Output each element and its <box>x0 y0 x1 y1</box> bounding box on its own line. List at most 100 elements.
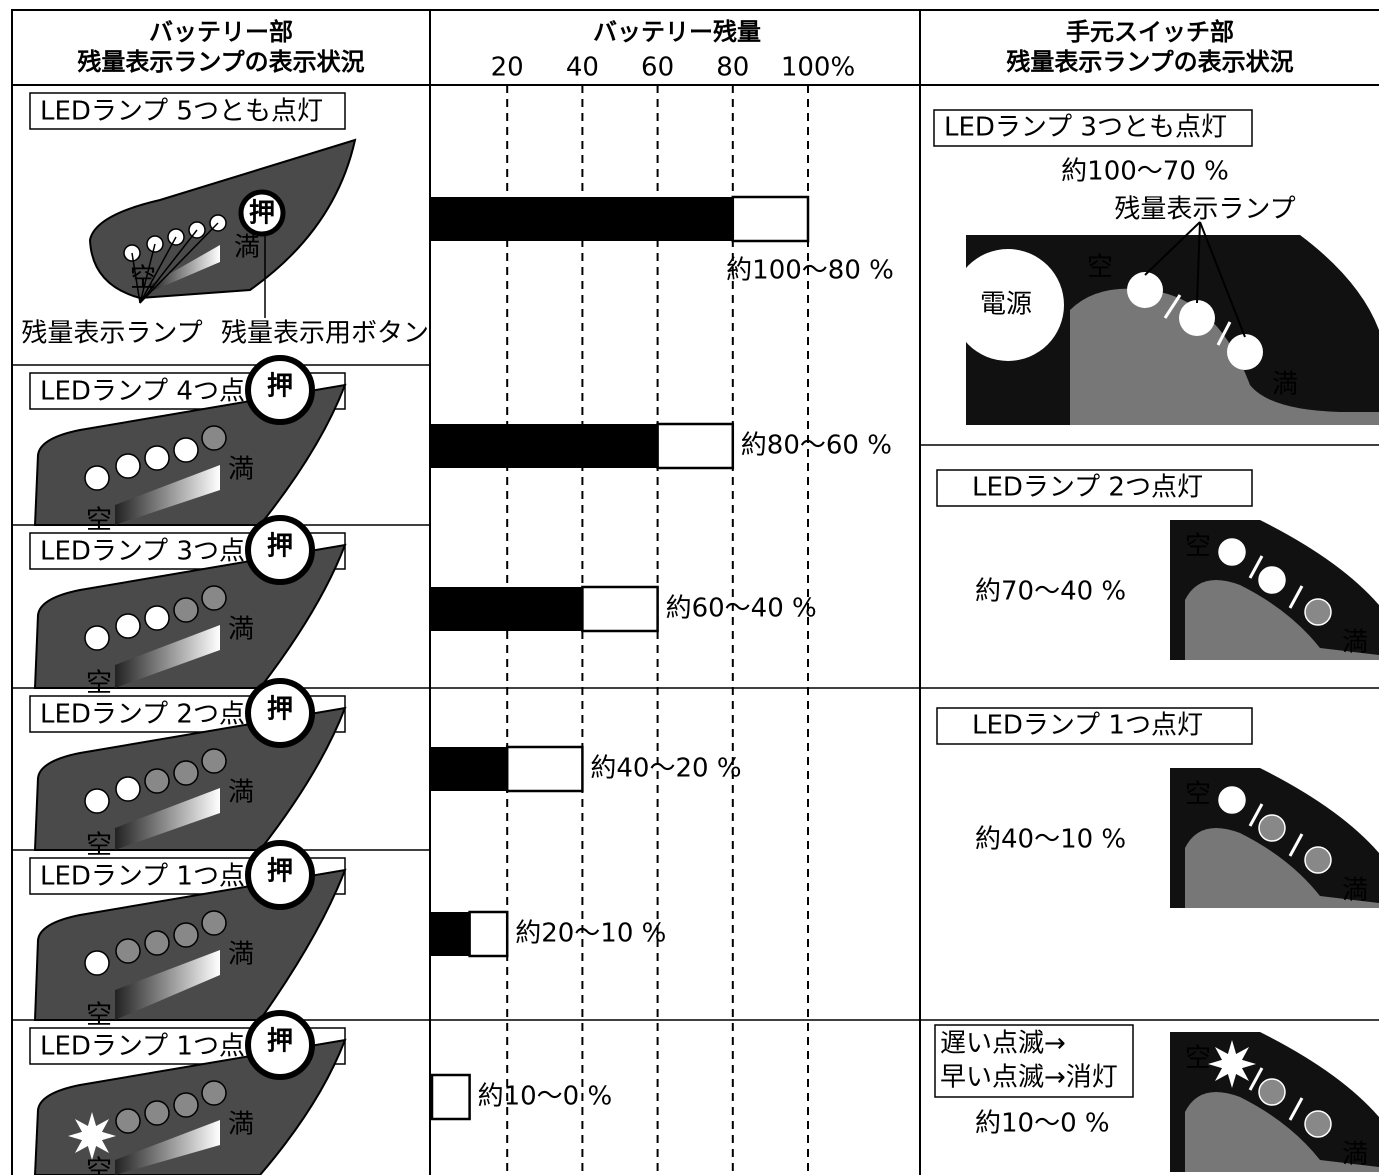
lamp <box>173 760 199 786</box>
range: 約70〜40 % <box>975 577 1126 607</box>
tick-label: 80 <box>716 53 749 83</box>
label-box <box>29 92 346 130</box>
rule <box>1248 803 1264 827</box>
bar-label: 約80〜60 % <box>741 431 892 461</box>
lamp <box>173 437 199 463</box>
lamp <box>1258 814 1286 842</box>
rule <box>1144 221 1201 276</box>
button-label: 押 <box>267 1027 293 1057</box>
blink-lamp <box>68 1112 116 1160</box>
header: 手元スイッチ部 <box>1066 18 1234 46</box>
rule <box>1163 294 1182 319</box>
rule <box>139 236 177 304</box>
header: 残量表示ランプの表示状況 <box>77 48 364 76</box>
bar-range <box>656 422 735 470</box>
lamp <box>115 613 141 639</box>
row-label: LEDランプ 2つ点灯 <box>40 700 271 730</box>
lamp <box>144 930 170 956</box>
full-mark: 満 <box>228 455 254 485</box>
empty-mark: 空 <box>1185 780 1211 810</box>
full-mark: 満 <box>1272 370 1298 400</box>
lamp <box>173 597 199 623</box>
row-label: LEDランプ 1つ点滅 <box>40 1032 271 1062</box>
button <box>245 355 315 425</box>
lamp <box>115 776 141 802</box>
lamp <box>1227 334 1263 370</box>
lamp <box>84 788 110 814</box>
button-label: 押 <box>267 372 293 402</box>
row-label: LEDランプ 4つ点灯 <box>40 377 271 407</box>
blink-lamp <box>1208 1040 1256 1088</box>
empty-mark: 空 <box>86 506 112 536</box>
label-box <box>934 1024 1134 1098</box>
bar-range <box>731 195 810 243</box>
range: 約10〜0 % <box>975 1109 1110 1139</box>
range: 約100〜70 % <box>1061 157 1229 187</box>
gauge <box>115 1120 220 1175</box>
switch-inner <box>1185 828 1379 908</box>
row-label: 遅い点滅→ <box>940 1029 1066 1059</box>
power-label: 電源 <box>980 290 1032 320</box>
full-mark: 満 <box>228 615 254 645</box>
lamp <box>84 950 110 976</box>
rule <box>1288 1097 1304 1121</box>
button-label: 押 <box>267 695 293 725</box>
full-mark: 満 <box>1342 876 1368 906</box>
full-mark: 満 <box>1342 1140 1368 1170</box>
row-label: LEDランプ 5つとも点灯 <box>40 97 323 127</box>
callout: 残量表示用ボタン <box>221 319 429 349</box>
row-label: LEDランプ 3つとも点灯 <box>944 113 1227 143</box>
bar-label: 約10〜0 % <box>478 1082 613 1112</box>
full-mark: 満 <box>228 778 254 808</box>
switch-inner <box>1185 580 1379 660</box>
header: バッテリー残量 <box>593 18 761 46</box>
empty-mark: 空 <box>86 1001 112 1031</box>
button <box>245 678 315 748</box>
full-mark: 満 <box>234 233 260 263</box>
rule <box>1248 555 1264 579</box>
lamp <box>1218 786 1246 814</box>
table-border <box>11 9 1379 1175</box>
tick-label: 100% <box>781 53 855 83</box>
full-mark: 満 <box>228 1110 254 1140</box>
bar-range <box>581 585 659 633</box>
row-label: LEDランプ 1つ点灯 <box>40 862 271 892</box>
gauge <box>115 950 220 1020</box>
lamp <box>1258 566 1286 594</box>
rule <box>139 243 156 304</box>
gauge <box>115 465 220 525</box>
bar-filled <box>430 587 583 631</box>
lamp <box>144 445 170 471</box>
row-label: LEDランプ 1つ点灯 <box>972 711 1203 741</box>
empty-mark: 空 <box>86 669 112 699</box>
button <box>245 840 315 910</box>
button-label: 押 <box>249 199 275 229</box>
gauge <box>115 788 220 850</box>
range: 約40〜10 % <box>975 825 1126 855</box>
lamp <box>144 1100 170 1126</box>
switch-inner <box>1185 1092 1379 1172</box>
lamp <box>1258 1078 1286 1106</box>
bar-label: 約100〜80 % <box>726 256 894 286</box>
row-label: LEDランプ 2つ点灯 <box>972 473 1203 503</box>
rule <box>1288 585 1304 609</box>
bar-filled <box>430 747 508 791</box>
rule <box>1199 221 1246 338</box>
gauge <box>115 625 220 688</box>
full-mark: 満 <box>228 940 254 970</box>
button <box>245 515 315 585</box>
empty-mark: 空 <box>1185 1044 1211 1074</box>
empty-mark: 空 <box>1087 253 1113 283</box>
label-box <box>936 707 1253 745</box>
empty-mark: 空 <box>130 264 156 294</box>
rule <box>1248 1067 1264 1091</box>
row-label: LEDランプ 3つ点灯 <box>40 537 271 567</box>
bar-range <box>505 745 584 793</box>
callout: 残量表示ランプ <box>21 319 202 349</box>
empty-mark: 空 <box>1185 532 1211 562</box>
label-box <box>936 469 1253 507</box>
callout: 残量表示ランプ <box>1114 195 1295 225</box>
bar-range <box>430 1073 471 1121</box>
rule <box>1216 321 1232 346</box>
